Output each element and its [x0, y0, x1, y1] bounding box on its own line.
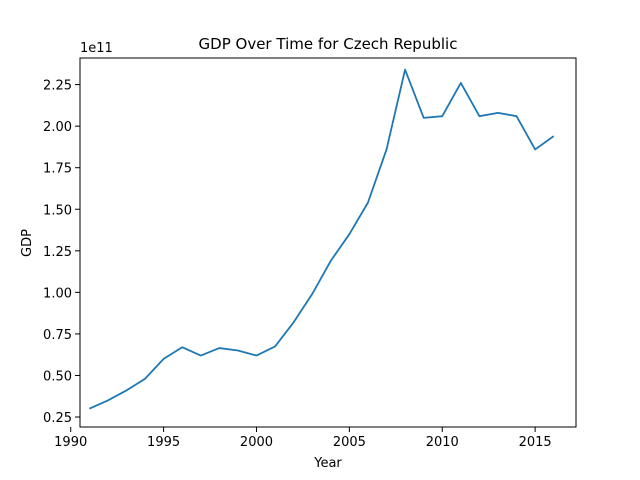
y-tick-label: 0.25: [43, 411, 72, 426]
x-axis: 1990 1995 2000 2005 2010 2015: [54, 427, 552, 450]
chart-title: GDP Over Time for Czech Republic: [199, 35, 458, 53]
x-tick-label: 2015: [519, 435, 552, 450]
y-tick-label: 0.75: [43, 328, 72, 343]
y-tick-label: 2.25: [43, 79, 72, 94]
y-tick-label: 2.00: [43, 120, 72, 135]
x-tick-label: 1995: [147, 435, 180, 450]
y-tick-label: 1.50: [43, 203, 72, 218]
y-tick-label: 0.50: [43, 369, 72, 384]
y-tick-label: 1.75: [43, 162, 72, 177]
y-tick-label: 1.25: [43, 245, 72, 260]
x-tick-label: 2000: [240, 435, 273, 450]
plot-area: [79, 57, 577, 428]
series-layer: [88, 68, 555, 410]
x-tick-label: 1990: [54, 435, 87, 450]
x-tick-label: 2005: [333, 435, 366, 450]
y-offset-text: 1e11: [80, 41, 113, 56]
series-line: [88, 68, 555, 410]
y-axis-label: GDP: [20, 229, 35, 257]
y-axis: 0.25 0.50 0.75 1.00 1.25 1.50 1.75 2.00 2.25: [43, 79, 80, 426]
x-axis-label: Year: [313, 456, 342, 471]
x-tick-label: 2010: [426, 435, 459, 450]
y-tick-label: 1.00: [43, 286, 72, 301]
